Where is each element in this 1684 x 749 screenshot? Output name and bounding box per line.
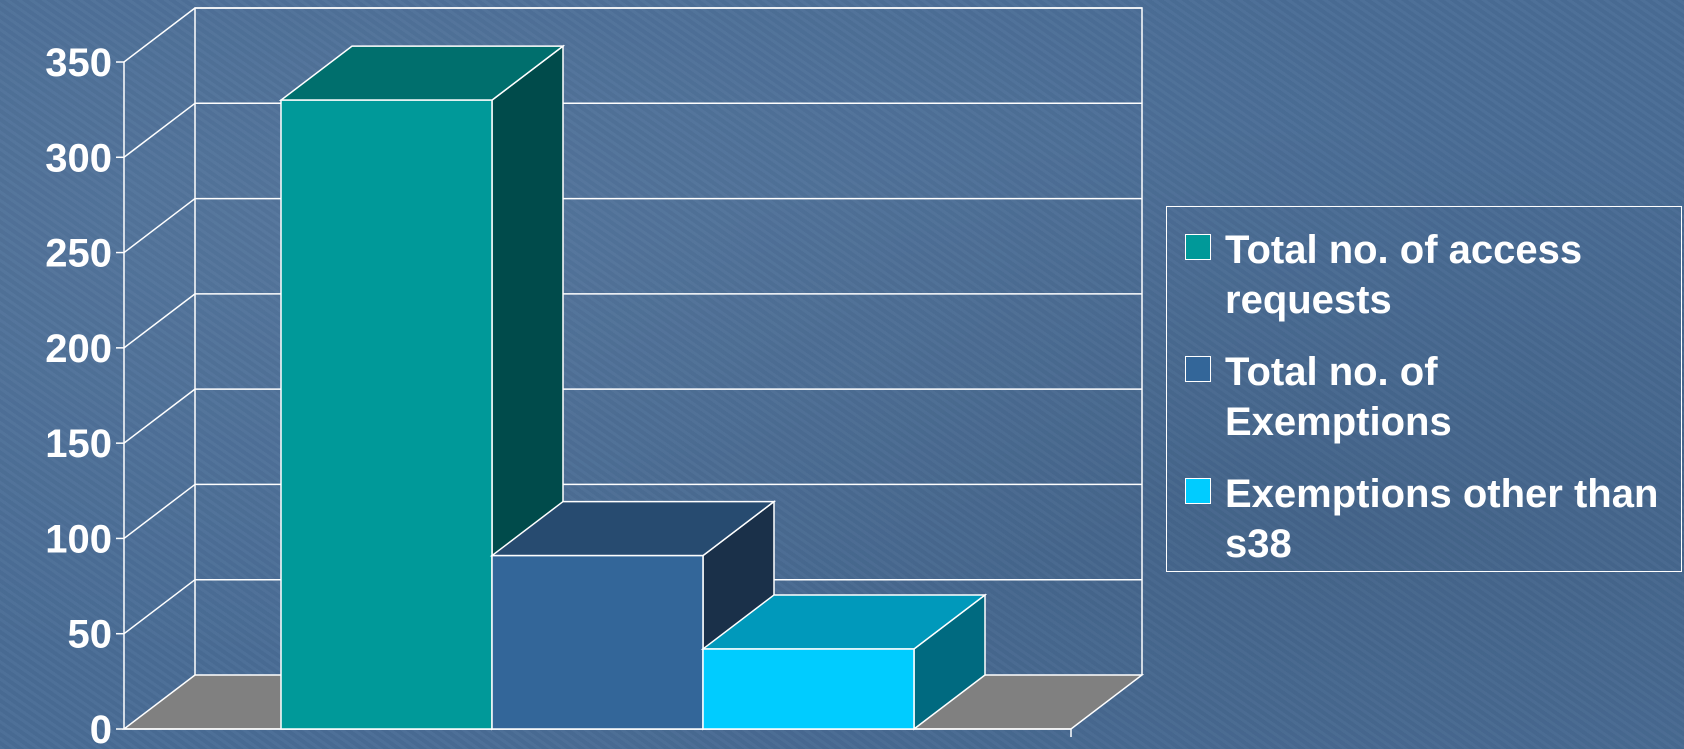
legend-label-exemptions-other: Exemptions other than s38 xyxy=(1225,472,1659,566)
bar-2 xyxy=(702,648,915,730)
gridline-side-100 xyxy=(123,483,196,540)
legend-label-access-requests: Total no. of access requests xyxy=(1225,228,1583,322)
gridline-side-150 xyxy=(123,388,196,444)
bars xyxy=(278,44,988,731)
legend-item-exemptions-other: Exemptions other than s38 xyxy=(1185,469,1665,569)
legend-item-access-requests: Total no. of access requests xyxy=(1185,225,1665,325)
gridline-side-250 xyxy=(123,197,196,254)
legend-label-exemptions: Total no. of Exemptions xyxy=(1225,350,1452,444)
gridline-side-350 xyxy=(123,7,196,63)
y-tick-label-200: 200 xyxy=(45,327,112,371)
legend-item-exemptions: Total no. of Exemptions xyxy=(1185,347,1665,447)
y-tick-label-100: 100 xyxy=(45,517,112,561)
legend-swatch-access-requests xyxy=(1185,234,1211,260)
gridline-side-200 xyxy=(123,293,196,349)
y-tick-label-250: 250 xyxy=(45,232,112,276)
y-axis-ticks: 0 50 100 150 200 250 300 350 xyxy=(45,41,124,749)
y-tick-label-300: 300 xyxy=(45,136,112,180)
y-tick-label-50: 50 xyxy=(68,613,113,657)
gridline-side-50 xyxy=(123,579,196,635)
y-tick-label-0: 0 xyxy=(90,708,112,749)
gridline-side-300 xyxy=(123,102,196,158)
legend: Total no. of access requests Total no. o… xyxy=(1166,206,1682,572)
legend-swatch-exemptions xyxy=(1185,356,1211,382)
y-tick-label-350: 350 xyxy=(45,41,112,85)
y-tick-label-150: 150 xyxy=(45,422,112,466)
bar-1 xyxy=(491,554,704,730)
legend-swatch-exemptions-other xyxy=(1185,478,1211,504)
bar-0 xyxy=(280,99,493,730)
